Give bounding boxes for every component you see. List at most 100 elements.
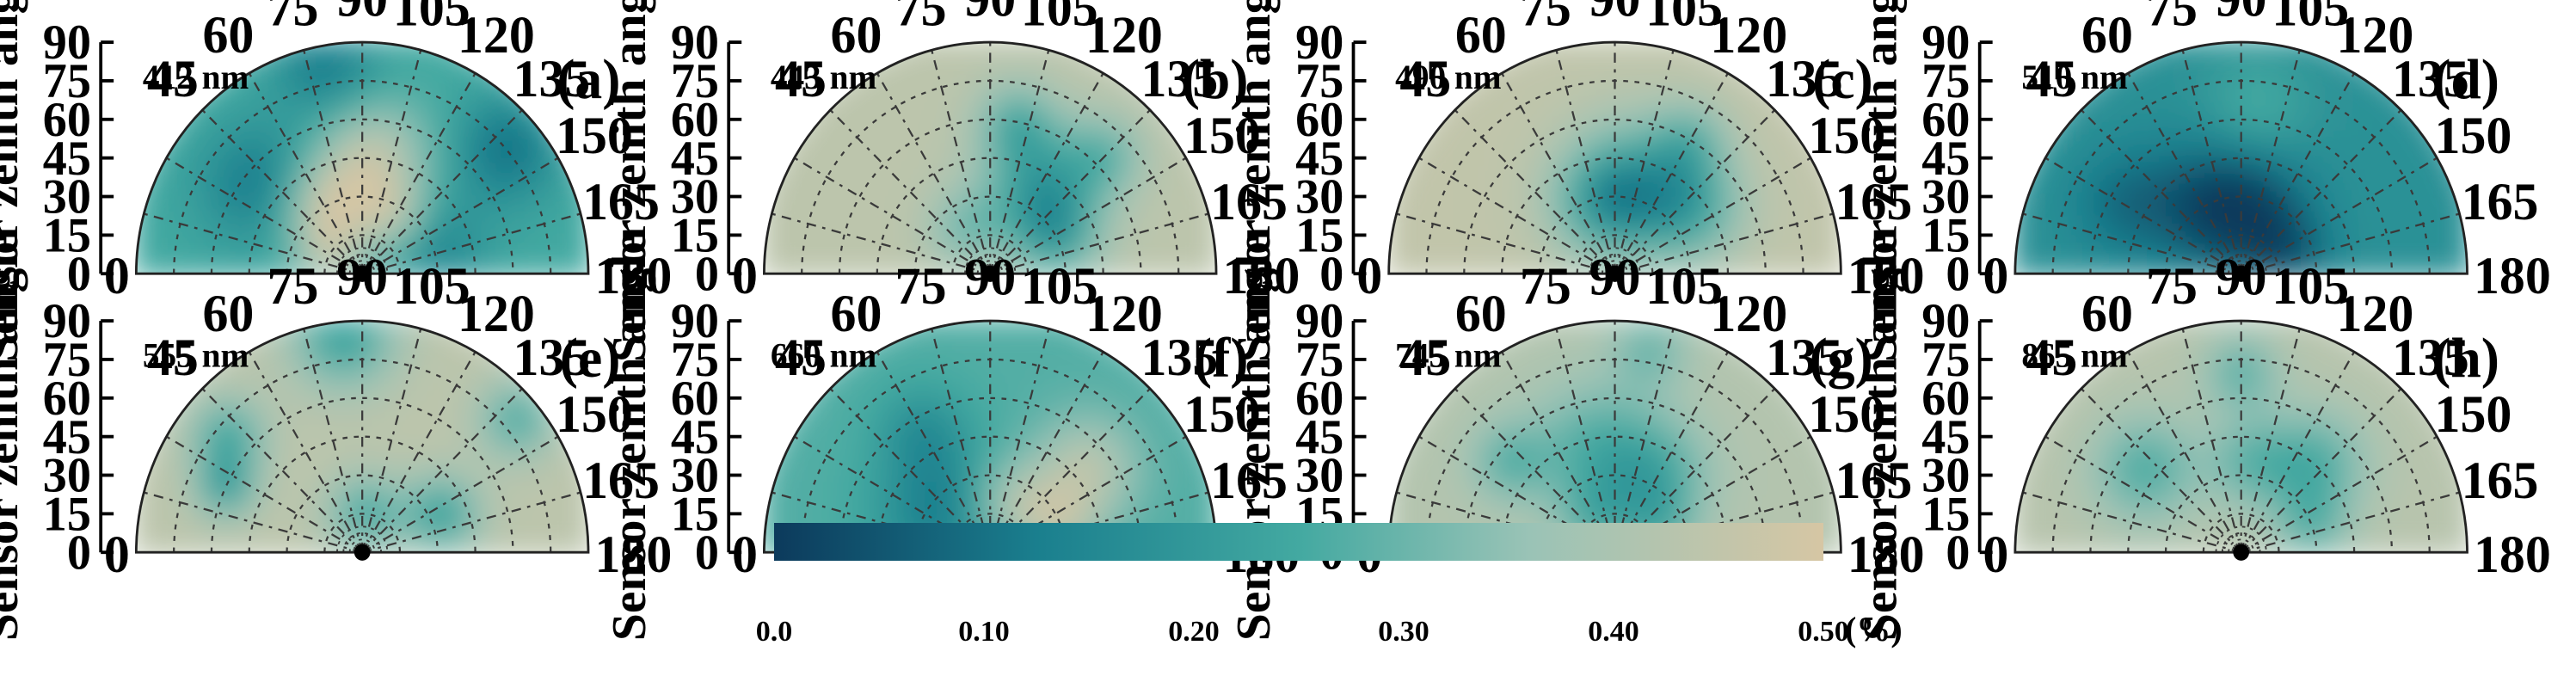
heatmap-cell	[448, 190, 457, 200]
heatmap-cell	[487, 65, 495, 74]
heatmap-cell	[908, 203, 918, 212]
heatmap-cell	[223, 131, 231, 140]
heatmap-cell	[908, 118, 918, 126]
heatmap-cell	[1057, 237, 1066, 245]
heatmap-cell	[197, 237, 206, 245]
heatmap-cell	[838, 124, 846, 133]
heatmap-cell	[1540, 78, 1549, 87]
heatmap-cell	[371, 243, 380, 252]
heatmap-cell	[1159, 249, 1169, 259]
heatmap-cell	[1501, 111, 1510, 120]
heatmap-cell	[1108, 210, 1117, 219]
heatmap-cell	[1675, 42, 1684, 47]
heatmap-cell	[832, 144, 840, 153]
heatmap-cell	[1630, 52, 1638, 61]
heatmap-cell	[229, 157, 238, 166]
heatmap-cell	[1565, 91, 1574, 101]
heatmap-cell	[870, 144, 879, 153]
heatmap-cell	[306, 58, 316, 67]
heatmap-cell	[191, 237, 200, 245]
heatmap-cell	[1565, 111, 1574, 120]
heatmap-cell	[999, 230, 1008, 239]
heatmap-cell	[967, 131, 975, 140]
heatmap-cell	[409, 157, 418, 166]
heatmap-cell	[306, 45, 316, 54]
heatmap-cell	[1534, 45, 1542, 54]
heatmap-cell	[390, 138, 399, 146]
heatmap-cell	[851, 183, 859, 193]
heatmap-cell	[902, 190, 911, 200]
heatmap-cell	[947, 223, 956, 232]
heatmap-cell	[145, 237, 154, 245]
heatmap-cell	[1707, 118, 1716, 126]
heatmap-cell	[352, 197, 360, 206]
heatmap-cell	[1205, 262, 1214, 272]
heatmap-cell	[1057, 151, 1066, 160]
heatmap-cell	[365, 111, 373, 120]
heatmap-cell	[1050, 131, 1059, 140]
heatmap-cell	[280, 84, 290, 94]
heatmap-cell	[1746, 104, 1755, 114]
heatmap-cell	[332, 157, 341, 166]
heatmap-cell	[390, 144, 399, 153]
heatmap-cell	[819, 131, 827, 140]
heatmap-cell	[448, 163, 457, 173]
heatmap-cell	[1089, 237, 1097, 245]
heatmap-cell	[267, 151, 277, 160]
heatmap-cell	[793, 163, 802, 173]
heatmap-cell	[1630, 45, 1638, 54]
heatmap-cell	[832, 249, 840, 259]
heatmap-cell	[223, 197, 231, 206]
heatmap-cell	[171, 163, 180, 173]
heatmap-cell	[908, 157, 918, 166]
heatmap-cell	[806, 243, 815, 252]
heatmap-cell	[915, 138, 924, 146]
heatmap-cell	[960, 144, 969, 153]
heatmap-cell	[474, 124, 483, 133]
heatmap-cell	[882, 210, 892, 219]
heatmap-cell	[1070, 111, 1079, 120]
heatmap-cell	[493, 104, 502, 114]
heatmap-cell	[973, 177, 982, 186]
heatmap-cell	[544, 157, 554, 166]
heatmap-cell	[139, 237, 148, 245]
heatmap-cell	[229, 256, 238, 265]
heatmap-cell	[165, 210, 174, 219]
heatmap-cell	[532, 111, 541, 120]
heatmap-cell	[145, 243, 154, 252]
heatmap-cell	[915, 249, 924, 259]
heatmap-cell	[1475, 104, 1485, 114]
heatmap-cell	[203, 223, 212, 232]
azimuth-spoke	[361, 212, 581, 275]
heatmap-cell	[293, 118, 303, 126]
heatmap-cell	[844, 262, 853, 272]
heatmap-cell	[1102, 98, 1110, 107]
heatmap-cell	[487, 223, 495, 232]
heatmap-cell	[908, 104, 918, 114]
heatmap-cell	[1521, 84, 1529, 94]
heatmap-cell	[339, 65, 347, 74]
heatmap-cell	[1565, 71, 1574, 81]
heatmap-cell	[1140, 104, 1149, 114]
heatmap-cell	[557, 177, 567, 186]
heatmap-cell	[203, 118, 212, 126]
heatmap-cell	[178, 223, 187, 232]
heatmap-cell	[1643, 91, 1651, 101]
heatmap-cell	[544, 177, 554, 186]
heatmap-cell	[1050, 91, 1059, 101]
heatmap-cell	[435, 249, 444, 259]
heatmap-cell	[902, 177, 911, 186]
heatmap-cell	[1121, 223, 1130, 232]
heatmap-cell	[941, 163, 950, 173]
heatmap-cell	[448, 177, 457, 186]
heatmap-cell	[1070, 151, 1079, 160]
heatmap-cell	[954, 52, 962, 61]
heatmap-cell	[409, 223, 418, 232]
heatmap-cell	[1005, 217, 1014, 225]
heatmap-cell	[1514, 91, 1523, 101]
heatmap-cell	[1050, 269, 1059, 274]
heatmap-cell	[908, 230, 918, 239]
heatmap-cell	[339, 84, 347, 94]
heatmap-cell	[1076, 269, 1085, 274]
heatmap-cell	[1681, 71, 1690, 81]
